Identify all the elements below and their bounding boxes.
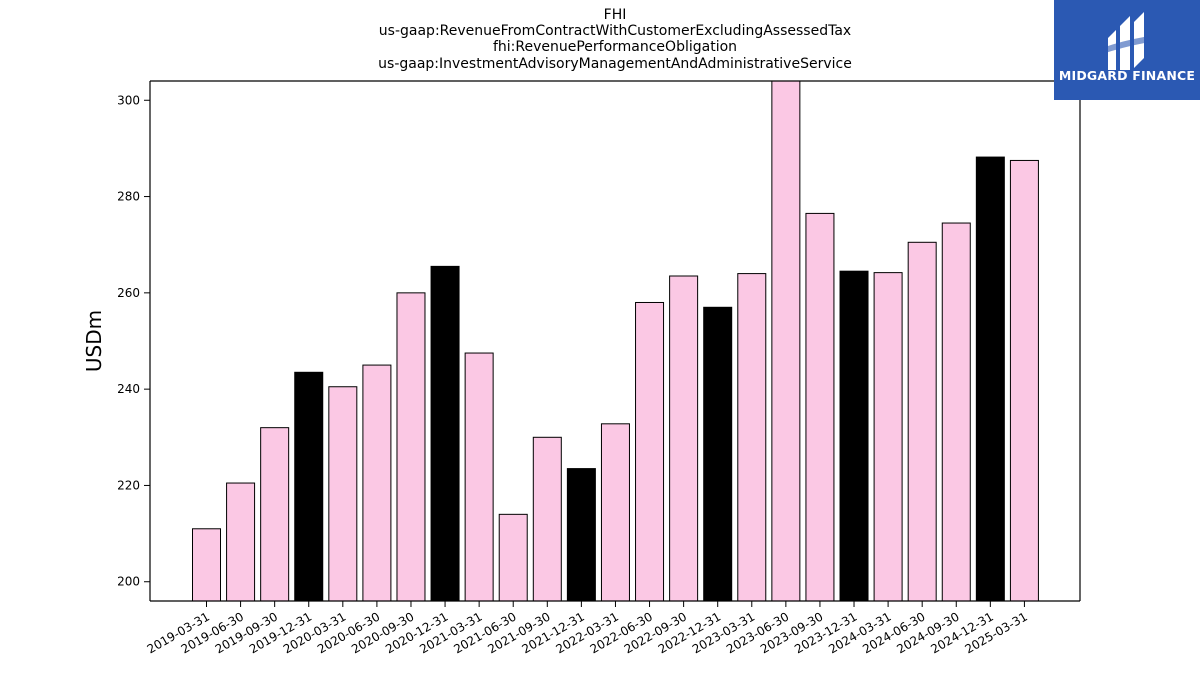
bar-2024-03-31 xyxy=(873,272,903,601)
y-axis-label: USDm xyxy=(82,310,106,372)
bar-2019-12-31 xyxy=(294,371,324,601)
y-tick-label-260: 260 xyxy=(117,286,140,300)
bar-2022-12-31 xyxy=(703,306,733,601)
logo-text: MIDGARD FINANCE xyxy=(1058,68,1196,83)
y-tick-label-280: 280 xyxy=(117,190,140,204)
bar-2019-03-31 xyxy=(192,528,221,601)
bar-2019-09-30 xyxy=(260,427,290,601)
bar-2021-06-30 xyxy=(498,513,528,601)
chart-title-line-4: us-gaap:InvestmentAdvisoryManagementAndA… xyxy=(378,56,852,72)
bar-2021-03-31 xyxy=(464,352,494,601)
bar-2020-03-31 xyxy=(328,386,358,601)
y-tick-label-200: 200 xyxy=(117,575,140,589)
y-tick-label-240: 240 xyxy=(117,382,140,396)
bar-2019-06-30 xyxy=(226,482,256,601)
bar-2023-03-31 xyxy=(737,273,767,601)
bar-2023-06-30 xyxy=(771,81,801,601)
y-tick-label-300: 300 xyxy=(117,93,140,107)
chart-title-line-2: us-gaap:RevenueFromContractWithCustomerE… xyxy=(378,23,852,39)
bar-2023-12-31 xyxy=(839,270,869,601)
midgard-finance-logo: MIDGARD FINANCE xyxy=(1054,0,1200,100)
bar-2022-03-31 xyxy=(600,423,630,601)
bar-2024-09-30 xyxy=(941,222,971,601)
bar-2020-09-30 xyxy=(396,292,426,601)
bar-2024-12-31 xyxy=(975,156,1005,601)
chart-title-line-3: fhi:RevenuePerformanceObligation xyxy=(492,39,738,55)
bar-2020-12-31 xyxy=(430,265,460,601)
logo-mark-icon xyxy=(1102,12,1150,70)
bar-2023-09-30 xyxy=(805,212,835,601)
bar-2020-06-30 xyxy=(362,364,392,601)
bar-2021-12-31 xyxy=(566,468,596,601)
bar-2025-03-31 xyxy=(1009,159,1039,601)
y-tick-label-220: 220 xyxy=(117,478,140,492)
chart-title-line-1: FHI xyxy=(603,7,627,23)
bar-2022-06-30 xyxy=(635,301,665,601)
bar-2022-09-30 xyxy=(669,275,699,601)
bar-2021-09-30 xyxy=(532,436,562,601)
bar-2024-06-30 xyxy=(907,241,937,601)
